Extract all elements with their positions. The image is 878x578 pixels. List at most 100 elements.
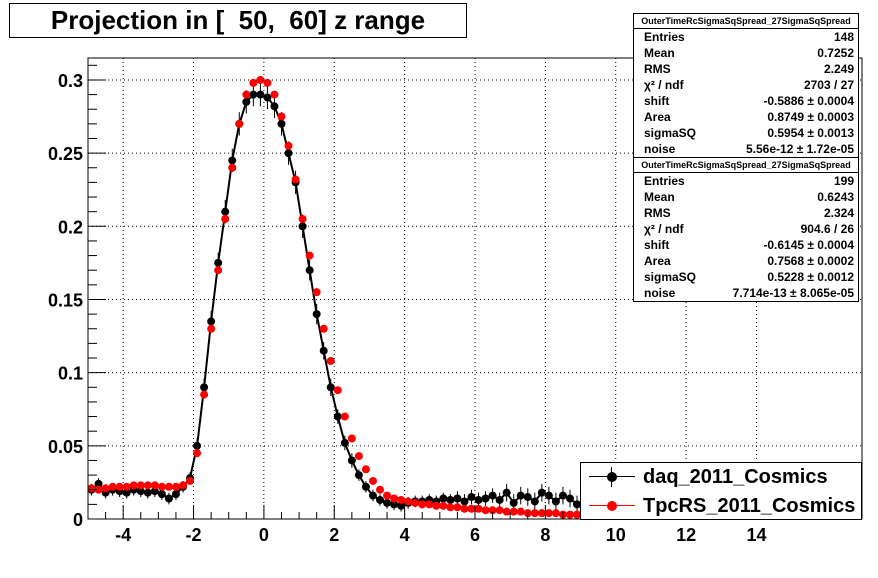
data-point-tpcrs bbox=[277, 112, 286, 121]
data-point-daq bbox=[136, 487, 145, 496]
data-point-tpcrs bbox=[397, 495, 406, 504]
data-point-daq bbox=[305, 266, 314, 275]
data-point-tpcrs bbox=[432, 501, 441, 510]
data-point-daq bbox=[537, 488, 546, 497]
stats-row-mean: Mean 0.6243 bbox=[644, 190, 854, 204]
data-point-tpcrs bbox=[157, 482, 166, 491]
data-point-daq bbox=[312, 310, 321, 319]
stats-row-shift: shift -0.6145 ± 0.0004 bbox=[644, 238, 854, 252]
data-point-tpcrs bbox=[171, 482, 180, 491]
data-point-tpcrs bbox=[390, 494, 399, 503]
data-point-daq bbox=[200, 383, 209, 392]
data-point-tpcrs bbox=[129, 481, 138, 490]
data-point-tpcrs bbox=[298, 214, 307, 223]
stats-row-sigmasq: sigmaSQ 0.5228 ± 0.0012 bbox=[644, 270, 854, 284]
data-point-daq bbox=[298, 222, 307, 231]
data-point-tpcrs bbox=[242, 90, 251, 99]
data-point-tpcrs bbox=[376, 485, 385, 494]
data-point-tpcrs bbox=[439, 501, 448, 510]
stats-box-tpcrs: OuterTimeRcSigmaSqSpread_27SigmaSqSpread… bbox=[633, 157, 859, 302]
data-point-daq bbox=[368, 491, 377, 500]
data-point-tpcrs bbox=[425, 500, 434, 509]
data-point-daq bbox=[256, 90, 265, 99]
data-point-tpcrs bbox=[481, 506, 490, 515]
stats-box-header: OuterTimeRcSigmaSqSpread_27SigmaSqSpread bbox=[634, 14, 858, 29]
data-point-daq bbox=[488, 491, 497, 500]
y-tick-label: 0 bbox=[73, 510, 83, 530]
data-point-daq bbox=[333, 412, 342, 421]
x-tick-label: 0 bbox=[259, 525, 269, 545]
data-point-daq bbox=[228, 156, 237, 165]
data-point-tpcrs bbox=[573, 510, 582, 519]
data-point-daq bbox=[122, 488, 131, 497]
data-point-daq bbox=[157, 490, 166, 499]
x-tick-label: 8 bbox=[540, 525, 550, 545]
data-point-daq bbox=[326, 383, 335, 392]
data-point-daq bbox=[453, 494, 462, 503]
data-point-daq bbox=[361, 482, 370, 491]
data-point-daq bbox=[509, 498, 518, 507]
x-tick-label: 12 bbox=[676, 525, 696, 545]
data-point-tpcrs bbox=[115, 482, 124, 491]
data-point-daq bbox=[397, 501, 406, 510]
stats-box-daq: OuterTimeRcSigmaSqSpread_27SigmaSqSpread… bbox=[633, 13, 859, 158]
stats-row-sigmasq: sigmaSQ 0.5954 ± 0.0013 bbox=[644, 126, 854, 140]
data-point-daq bbox=[270, 102, 279, 111]
data-point-tpcrs bbox=[214, 266, 223, 275]
x-tick-label: 4 bbox=[400, 525, 410, 545]
data-point-tpcrs bbox=[228, 163, 237, 172]
data-point-tpcrs bbox=[207, 324, 216, 333]
data-point-tpcrs bbox=[411, 498, 420, 507]
x-tick-label: -2 bbox=[186, 525, 202, 545]
data-point-daq bbox=[551, 497, 560, 506]
data-point-tpcrs bbox=[235, 119, 244, 128]
data-point-tpcrs bbox=[284, 141, 293, 150]
y-tick-label: 0.2 bbox=[58, 217, 83, 237]
data-point-daq bbox=[193, 441, 202, 450]
data-point-tpcrs bbox=[291, 175, 300, 184]
stats-row-shift: shift -0.5886 ± 0.0004 bbox=[644, 94, 854, 108]
data-point-tpcrs bbox=[460, 504, 469, 513]
stats-row-chi2: χ² / ndf 904.6 / 26 bbox=[644, 222, 854, 236]
data-point-daq bbox=[263, 93, 272, 102]
data-point-tpcrs bbox=[404, 497, 413, 506]
data-point-daq bbox=[523, 493, 532, 502]
data-point-daq bbox=[143, 488, 152, 497]
data-point-tpcrs bbox=[101, 484, 110, 493]
y-tick-label: 0.25 bbox=[48, 144, 83, 164]
x-tick-label: 2 bbox=[329, 525, 339, 545]
x-tick-label: 10 bbox=[606, 525, 626, 545]
data-point-tpcrs bbox=[495, 506, 504, 515]
y-tick-label: 0.1 bbox=[58, 364, 83, 384]
data-point-tpcrs bbox=[516, 507, 525, 516]
data-point-tpcrs bbox=[200, 390, 209, 399]
data-point-tpcrs bbox=[418, 500, 427, 509]
data-point-tpcrs bbox=[530, 509, 539, 518]
stats-row-area: Area 0.7568 ± 0.0002 bbox=[644, 254, 854, 268]
data-point-daq bbox=[383, 498, 392, 507]
y-tick-label: 0.05 bbox=[48, 437, 83, 457]
data-point-daq bbox=[376, 495, 385, 504]
data-point-tpcrs bbox=[333, 386, 342, 395]
data-point-daq bbox=[446, 495, 455, 504]
data-point-daq bbox=[164, 494, 173, 503]
data-point-tpcrs bbox=[347, 434, 356, 443]
stats-row-chi2: χ² / ndf 2703 / 27 bbox=[644, 78, 854, 92]
data-point-daq bbox=[214, 258, 223, 267]
stats-row-mean: Mean 0.7252 bbox=[644, 46, 854, 60]
legend-marker-red bbox=[581, 492, 643, 520]
data-point-daq bbox=[573, 500, 582, 509]
data-point-tpcrs bbox=[136, 481, 145, 490]
legend-label: TpcRS_2011_Cosmics bbox=[643, 494, 856, 517]
data-point-daq bbox=[319, 346, 328, 355]
data-point-daq bbox=[460, 497, 469, 506]
data-point-daq bbox=[544, 491, 553, 500]
data-point-daq bbox=[249, 90, 258, 99]
data-point-tpcrs bbox=[368, 476, 377, 485]
data-point-daq bbox=[94, 479, 103, 488]
legend-entry-daq: daq_2011_Cosmics bbox=[581, 463, 828, 491]
legend: daq_2011_Cosmics TpcRS_2011_Cosmics bbox=[580, 462, 862, 520]
stats-row-entries: Entries 199 bbox=[644, 174, 854, 188]
data-point-tpcrs bbox=[249, 78, 258, 87]
legend-marker-black bbox=[581, 463, 643, 491]
